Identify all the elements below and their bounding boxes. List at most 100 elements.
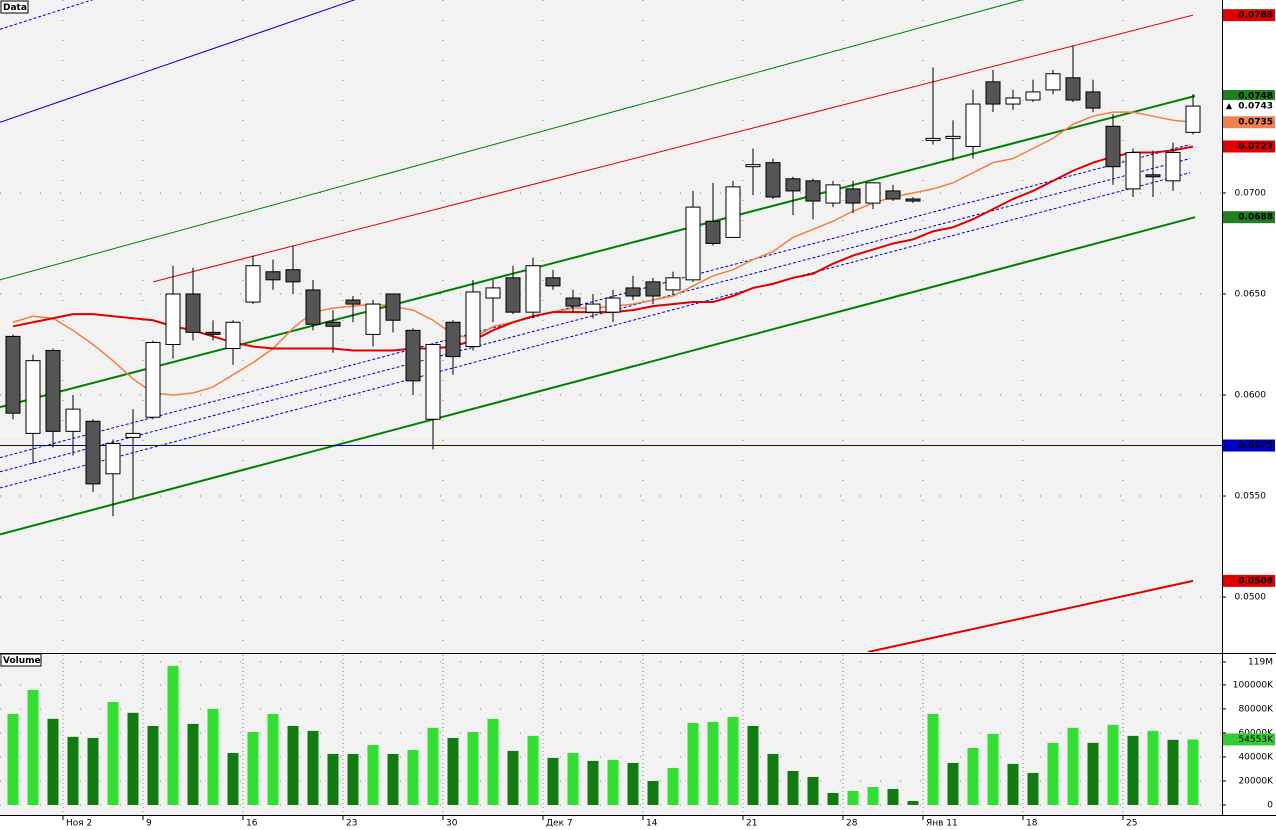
volume-bar bbox=[1167, 739, 1179, 805]
volume-bar bbox=[827, 792, 839, 805]
panel-title: Data bbox=[3, 3, 27, 13]
price-label-box bbox=[1223, 439, 1275, 452]
candle-body bbox=[485, 287, 501, 299]
candle-body bbox=[145, 341, 161, 418]
panel-title: Volume bbox=[3, 656, 41, 666]
y-tick-label: 0.0700 bbox=[1235, 188, 1267, 198]
x-tick-label: Янв 11 bbox=[926, 819, 958, 829]
y-tick-label: 20000K bbox=[1238, 776, 1274, 786]
volume-bar bbox=[407, 749, 419, 805]
price-label-box bbox=[1223, 9, 1275, 22]
price-label: 0.0743 bbox=[1238, 102, 1273, 112]
price-label: 0.0688 bbox=[1238, 213, 1273, 223]
candle-body bbox=[1185, 105, 1201, 133]
x-tick-label: Ноя 2 bbox=[66, 819, 92, 829]
candle-body bbox=[825, 184, 841, 204]
candle-body bbox=[1025, 91, 1041, 101]
candle-body bbox=[1065, 77, 1081, 101]
volume-bar bbox=[87, 737, 99, 805]
y-tick-label: 80000K bbox=[1238, 704, 1274, 714]
x-tick-label: 18 bbox=[1026, 819, 1038, 829]
y-tick-label: 0.0650 bbox=[1235, 289, 1267, 299]
volume-bar bbox=[847, 790, 859, 805]
candle-body bbox=[5, 335, 21, 414]
volume-bar bbox=[1007, 763, 1019, 805]
candle-body bbox=[525, 265, 541, 313]
x-tick-label: 21 bbox=[746, 819, 757, 829]
candle-body bbox=[425, 343, 441, 420]
price-label-box bbox=[1223, 574, 1275, 587]
volume-bar bbox=[1187, 739, 1199, 805]
volume-bar bbox=[307, 730, 319, 805]
volume-bar bbox=[427, 727, 439, 805]
volume-bar bbox=[687, 722, 699, 805]
candle-body bbox=[665, 277, 681, 291]
volume-bar bbox=[367, 744, 379, 805]
candle-body bbox=[405, 329, 421, 382]
volume-bar bbox=[107, 701, 119, 805]
price-label-box bbox=[1223, 89, 1275, 102]
volume-bar bbox=[887, 789, 899, 805]
x-tick-label: 23 bbox=[346, 819, 357, 829]
volume-bar bbox=[707, 721, 719, 805]
candle-body bbox=[545, 277, 561, 287]
candle-body bbox=[965, 103, 981, 147]
volume-bar bbox=[207, 708, 219, 805]
candle-body bbox=[805, 180, 821, 202]
panel-title-box bbox=[0, 653, 42, 667]
trend-line bbox=[0, 0, 1024, 281]
candle-body bbox=[865, 182, 881, 204]
volume-bar bbox=[1107, 724, 1119, 805]
y-tick-label: 0.0600 bbox=[1235, 390, 1267, 400]
volume-bar bbox=[1027, 772, 1039, 805]
candle-body bbox=[185, 293, 201, 333]
volume-bar bbox=[247, 731, 259, 805]
volume-bar bbox=[387, 753, 399, 805]
price-label-box bbox=[1223, 100, 1275, 113]
candle-body bbox=[305, 289, 321, 325]
candle-body bbox=[785, 178, 801, 192]
candle-body bbox=[125, 432, 141, 438]
candle-body bbox=[565, 297, 581, 307]
volume-bar bbox=[947, 762, 959, 805]
candle-body bbox=[705, 220, 721, 244]
candle-body bbox=[925, 137, 941, 141]
candle-body bbox=[365, 303, 381, 335]
candle-body bbox=[845, 188, 861, 204]
volume-bar bbox=[867, 786, 879, 805]
candle-body bbox=[85, 420, 101, 485]
price-label: 0.0735 bbox=[1238, 118, 1273, 128]
price-label: 0.0575 bbox=[1238, 441, 1273, 451]
candle-body bbox=[25, 360, 41, 434]
x-tick-label: 25 bbox=[1126, 819, 1137, 829]
trend-line bbox=[152, 14, 1194, 283]
x-tick-label: Дек 7 bbox=[546, 819, 573, 829]
y-tick-label: 0 bbox=[1267, 801, 1273, 811]
candle-body bbox=[105, 442, 121, 475]
candle-body bbox=[1105, 125, 1121, 168]
x-tick-label: 28 bbox=[846, 819, 858, 829]
volume-label: 54553K bbox=[1238, 735, 1274, 745]
candle-body bbox=[1005, 97, 1021, 105]
moving-average bbox=[12, 111, 1194, 396]
volume-bar bbox=[507, 750, 519, 805]
volume-bar bbox=[467, 731, 479, 805]
candle-body bbox=[945, 135, 961, 139]
volume-bar bbox=[167, 665, 179, 805]
x-tick-label: 14 bbox=[646, 819, 658, 829]
volume-bar bbox=[727, 716, 739, 805]
volume-bar bbox=[547, 757, 559, 805]
volume-bar bbox=[1147, 730, 1159, 805]
volume-plot bbox=[0, 655, 1222, 815]
volume-bar bbox=[347, 753, 359, 805]
candle-body bbox=[265, 271, 281, 281]
volume-bar bbox=[487, 718, 499, 805]
volume-bar bbox=[527, 735, 539, 805]
volume-bar bbox=[147, 725, 159, 805]
volume-bar bbox=[1127, 735, 1139, 805]
candle-body bbox=[1165, 152, 1181, 182]
volume-bar bbox=[267, 713, 279, 805]
volume-bar bbox=[807, 777, 819, 805]
last-price-arrow bbox=[1226, 103, 1232, 110]
volume-bar bbox=[327, 753, 339, 805]
